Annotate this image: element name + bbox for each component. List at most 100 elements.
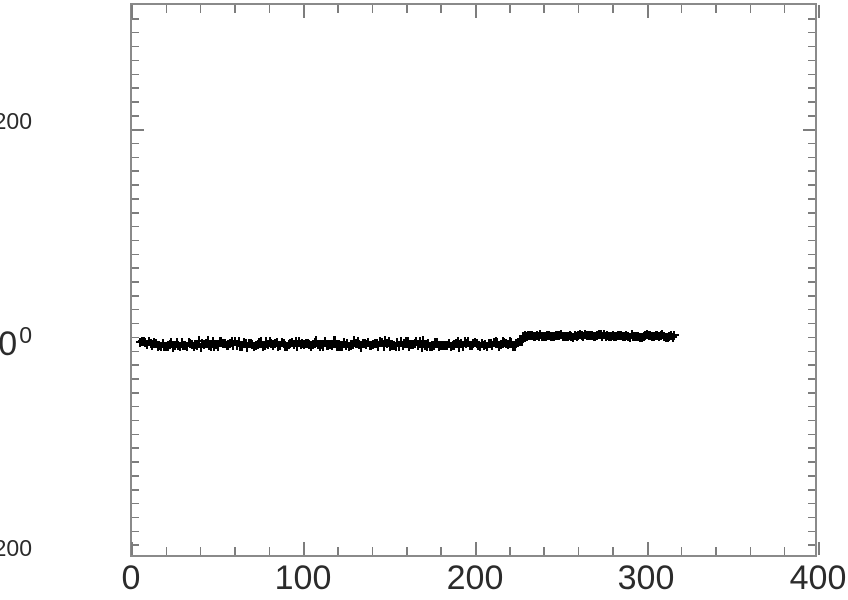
y-axis-tick <box>132 142 139 145</box>
y-axis-tick <box>808 544 815 546</box>
y-tick-label-bottom-exponent: 200 <box>0 534 32 561</box>
x-axis-tick <box>474 542 477 555</box>
y-axis-tick <box>808 461 815 463</box>
y-axis-tick <box>132 253 139 256</box>
y-axis-tick <box>132 502 139 505</box>
y-axis-tick <box>808 322 815 325</box>
y-axis-tick <box>132 392 139 394</box>
x-axis-tick <box>509 547 511 555</box>
y-axis-tick <box>132 87 139 89</box>
x-axis-tick <box>474 5 477 18</box>
x-axis-tick <box>440 547 442 555</box>
y-axis-tick <box>808 59 815 62</box>
y-axis-tick <box>808 295 815 297</box>
x-axis-tick <box>165 547 168 555</box>
x-axis-tick <box>303 542 305 555</box>
x-axis-tick <box>199 5 202 13</box>
y-axis-tick <box>808 308 815 311</box>
x-tick-label-400: 400 <box>789 559 847 597</box>
y-axis-tick <box>132 350 139 352</box>
y-tick-label-middle-base: -10 <box>0 325 18 363</box>
x-axis-tick <box>543 5 545 13</box>
y-axis-tick <box>132 198 139 200</box>
x-axis-tick <box>131 5 134 18</box>
y-axis-tick <box>808 489 815 491</box>
x-axis-tick <box>783 547 786 555</box>
y-axis-tick <box>132 461 139 463</box>
y-axis-tick <box>132 267 139 269</box>
y-tick-label-middle-exponent: 0 <box>19 321 32 348</box>
y-axis-tick <box>808 87 815 89</box>
x-axis-tick <box>303 5 305 18</box>
x-axis-tick <box>371 5 374 13</box>
y-axis-tick <box>808 101 815 103</box>
x-axis-tick <box>577 547 580 555</box>
y-axis-tick <box>132 295 139 297</box>
y-axis-tick <box>808 405 815 408</box>
y-axis-tick <box>808 142 815 145</box>
y-axis-tick <box>132 336 139 339</box>
y-axis-tick <box>808 253 815 256</box>
y-axis-tick <box>808 115 815 117</box>
y-axis-tick <box>808 447 815 449</box>
x-axis-tick <box>543 547 545 555</box>
x-axis-tick <box>715 5 717 13</box>
y-axis-tick <box>132 18 139 20</box>
x-axis-tick <box>577 5 580 13</box>
y-axis-tick <box>132 45 139 48</box>
x-axis-tick <box>680 5 683 13</box>
y-axis-tick <box>132 184 139 186</box>
y-axis-tick <box>808 156 815 159</box>
x-axis-tick <box>749 547 752 555</box>
x-tick-label-0: 0 <box>121 559 141 597</box>
x-tick-label-100: 100 <box>274 559 332 597</box>
y-axis-tick <box>132 308 139 311</box>
x-axis-tick <box>337 547 339 555</box>
y-axis-tick <box>808 336 815 339</box>
x-axis-tick <box>646 542 649 555</box>
x-axis-tick <box>818 5 821 18</box>
y-axis-tick <box>808 184 815 186</box>
y-axis-tick <box>132 170 139 172</box>
x-tick-label-200: 200 <box>446 559 504 597</box>
y-tick-label-top: -10-200 <box>0 109 32 147</box>
y-axis-tick <box>132 489 139 491</box>
y-axis-tick <box>132 225 139 228</box>
y-axis-tick <box>808 198 815 200</box>
y-axis-tick <box>808 267 815 269</box>
x-axis-tick <box>268 547 271 555</box>
y-axis-tick <box>803 128 815 131</box>
y-axis-tick <box>132 59 139 62</box>
y-axis-tick <box>808 350 815 352</box>
x-axis-tick <box>131 542 134 555</box>
y-axis-tick <box>808 212 815 214</box>
x-axis-tick <box>234 5 236 13</box>
y-axis-tick <box>132 364 139 366</box>
y-axis-tick <box>132 281 139 283</box>
y-axis-tick <box>808 45 815 48</box>
y-axis-tick <box>132 405 139 408</box>
x-axis-tick <box>749 5 752 13</box>
x-axis-tick <box>715 547 717 555</box>
y-axis-tick <box>808 239 815 242</box>
x-axis-tick <box>818 542 821 555</box>
y-axis-tick <box>808 364 815 366</box>
y-axis-tick <box>132 31 139 34</box>
plot-axes-frame <box>130 3 821 557</box>
x-axis-tick <box>165 5 168 13</box>
y-axis-tick <box>132 239 139 242</box>
x-axis-tick <box>783 5 786 13</box>
y-axis-tick <box>808 433 815 436</box>
x-axis-tick <box>406 547 408 555</box>
y-axis-tick <box>808 502 815 505</box>
x-axis-tick <box>440 5 442 13</box>
y-axis-tick <box>132 433 139 436</box>
y-axis-tick <box>808 419 815 422</box>
y-axis-tick <box>808 170 815 172</box>
y-axis-tick <box>132 447 139 449</box>
y-axis-tick <box>132 115 139 117</box>
y-tick-label-bottom: -10200 <box>0 536 32 574</box>
x-axis-tick <box>509 5 511 13</box>
y-axis-tick <box>132 212 139 214</box>
